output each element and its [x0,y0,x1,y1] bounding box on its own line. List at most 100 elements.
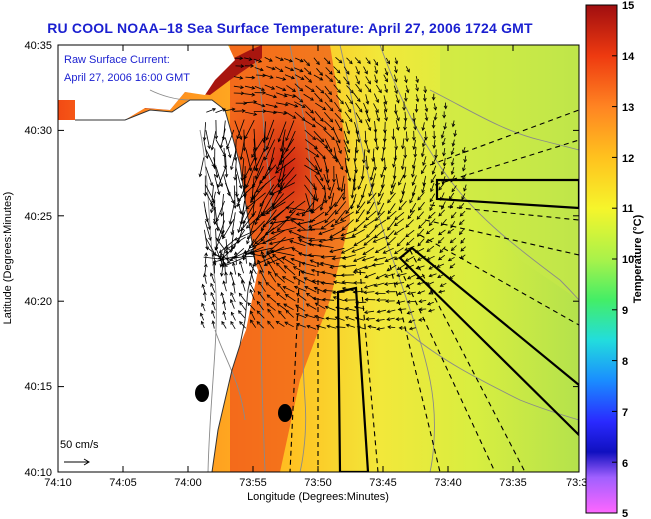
current-vector [396,273,407,277]
current-vector-head [307,242,312,247]
current-vector [256,301,264,311]
current-vector-head [322,106,327,111]
current-vector-head [358,119,363,124]
current-vector-head [347,177,352,182]
current-vector [354,57,361,64]
current-vector-head [385,299,389,304]
current-vector [346,57,353,64]
current-vector [422,122,425,131]
y-tick-label: 40:35 [24,40,52,52]
current-vector [298,237,315,239]
x-tick-label: 73:3 [566,477,587,489]
current-vector-head [438,256,442,261]
current-vector-head [411,164,416,169]
current-vector [289,200,306,213]
current-vector [333,130,341,143]
current-vector [441,166,445,175]
current-vector-head [461,196,465,201]
current-vector [447,228,455,234]
current-vector-head [258,59,263,63]
current-vector-head [338,59,343,64]
current-vector-head [267,308,271,313]
current-vector-head [405,233,410,238]
current-vector-head [343,298,348,302]
current-vector [204,229,208,250]
current-vector [315,85,324,94]
current-vector-head [243,101,248,106]
current-vector-head [275,320,280,325]
current-vector-head [367,324,372,329]
current-vector-head [307,253,312,258]
current-vector [355,139,358,153]
current-vector-head [292,88,296,92]
current-vector-head [211,301,216,306]
current-vector-head [210,272,214,277]
current-vector [374,257,386,261]
current-vector-head [318,239,323,243]
current-vector [383,102,387,112]
y-tick-label: 40:20 [24,296,52,308]
current-vector [272,254,285,264]
current-vector-head [458,221,463,226]
current-vector-head [336,187,341,192]
current-vector [298,253,314,258]
current-vector [324,101,334,112]
current-vector [314,111,324,122]
current-vector [304,129,316,140]
current-vector-head [247,302,252,306]
current-vector-head [386,216,391,220]
current-vector [318,228,335,235]
current-vector [373,103,379,113]
current-vector [233,76,243,79]
current-vector [395,94,400,103]
current-vector [253,58,262,63]
current-vector [204,209,211,230]
current-vector [441,130,445,139]
current-vector-head [309,259,314,263]
current-vector-head [406,310,411,315]
current-vector-head [418,224,422,229]
current-vector-head [449,239,454,244]
current-vector [396,300,405,304]
current-vector-head [217,184,221,188]
current-vector [357,194,364,209]
current-vector [233,85,244,88]
current-vector-head [230,199,235,204]
colorbar-tick-marks [612,55,617,463]
current-vector-head [329,107,334,112]
current-vector [329,192,335,210]
current-vector [304,85,315,92]
current-vector [295,57,304,62]
current-vector [230,148,237,170]
current-vector-head [384,258,389,263]
current-vector [301,271,315,276]
current-vector [323,290,336,292]
current-vector [278,158,285,182]
current-vector-head [320,281,325,285]
current-vector-head [202,137,207,142]
current-vector-head [425,230,430,235]
current-vector-head [222,235,226,240]
current-vector [274,273,286,283]
current-vector-head [251,251,256,256]
current-vector [430,182,435,192]
current-vector-head [283,93,288,98]
current-vector [305,111,316,121]
current-vector-head [214,174,219,179]
current-vector-head [229,257,234,262]
current-vector-head [394,146,398,151]
current-vector [305,147,319,158]
current-vector [407,209,416,219]
current-vector-head [420,153,425,158]
current-vector [416,94,419,102]
current-vector [434,103,437,110]
current-vector [223,147,226,169]
current-vector-head [411,181,416,186]
current-vector [244,57,252,60]
current-vector [304,67,312,75]
current-vector-head [282,87,287,92]
current-vector-head [200,320,205,325]
current-vector [415,83,419,91]
current-vector-head [356,138,361,143]
current-vector [346,165,351,181]
